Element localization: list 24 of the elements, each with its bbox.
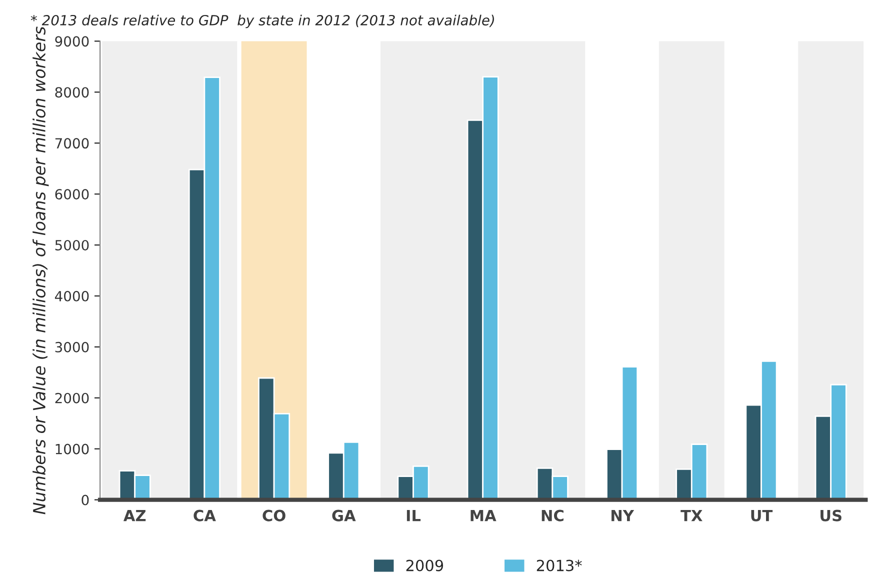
- y-tick-label: 1000: [56, 444, 89, 454]
- y-tick-label: 2000: [55, 392, 89, 404]
- x-tick-label: CO: [262, 510, 286, 522]
- x-tick-label: IL: [406, 510, 421, 522]
- legend-label: 2013*: [536, 560, 582, 572]
- y-tick-label: 6000: [55, 189, 89, 200]
- x-tick-label: GA: [332, 510, 356, 522]
- y-tick-label: 4000: [54, 290, 89, 302]
- y-tick-label: 8000: [55, 87, 89, 98]
- y-tick-label: 5000: [55, 240, 89, 250]
- y-tick-label: 0: [82, 494, 89, 506]
- y-axis-title: Numbers or Value (in millions) of loans per million workers: [32, 26, 49, 514]
- x-tick-label: UT: [751, 510, 773, 522]
- x-tick-label: MA: [470, 510, 496, 522]
- x-tick-label: NC: [542, 510, 564, 522]
- x-tick-label: US: [820, 510, 842, 522]
- x-tick-label: TX: [680, 510, 702, 522]
- x-tick-label: AZ: [123, 510, 146, 522]
- y-tick-label: 7000: [55, 138, 89, 149]
- x-tick-label: NY: [612, 510, 634, 522]
- legend-label: 2009: [406, 560, 444, 572]
- x-tick-label: CA: [194, 510, 216, 522]
- y-tick-label: 9000: [55, 36, 89, 47]
- y-tick-label: 3000: [55, 342, 89, 352]
